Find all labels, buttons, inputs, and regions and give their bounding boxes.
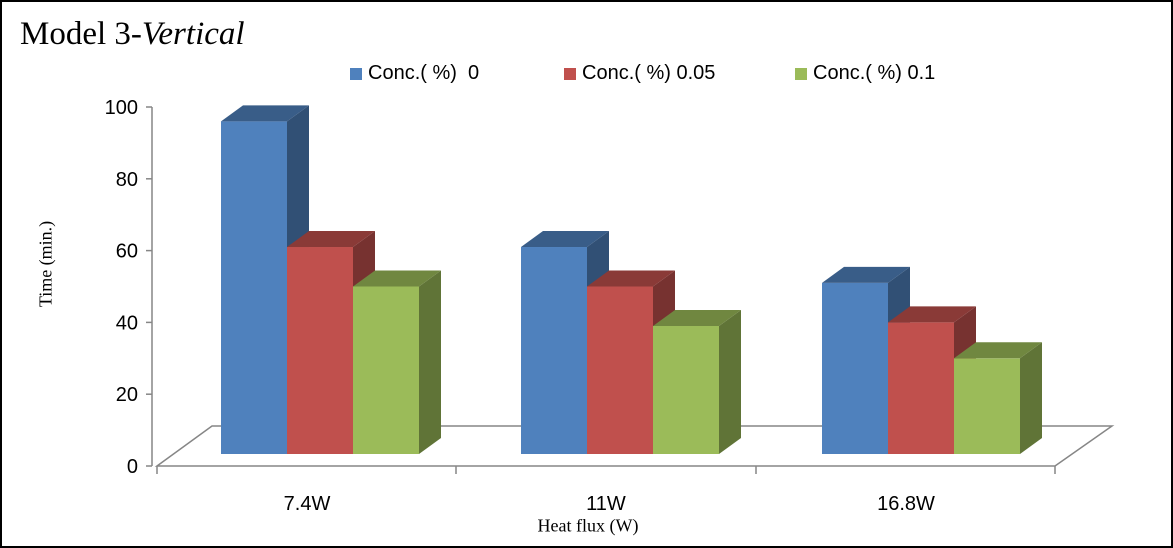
legend-swatch-conc-01 <box>795 67 807 80</box>
bar-top <box>822 266 910 283</box>
x-tick-label: 16.8W <box>877 493 935 515</box>
bar-front <box>221 121 287 455</box>
legend-item-conc-005: Conc.( %) 0.05 <box>564 62 715 85</box>
legend-item-conc-0: Conc.( %) 0 <box>350 62 479 85</box>
y-tick-label: 100 <box>105 97 138 119</box>
bar-top <box>888 306 976 323</box>
bar-side <box>719 309 741 454</box>
bar-top <box>221 105 309 122</box>
legend-label-conc-005: Conc.( %) 0.05 <box>582 62 716 84</box>
x-tick-label: 11W <box>586 493 626 515</box>
y-tick-label: 60 <box>116 241 138 263</box>
bar-front <box>888 322 954 454</box>
bar-front <box>587 286 653 454</box>
bar-front <box>287 247 353 454</box>
bar-top <box>954 342 1042 359</box>
bar-front <box>521 247 587 454</box>
bar-top <box>287 231 375 248</box>
bar-side <box>1020 342 1042 454</box>
legend-swatch-conc-0 <box>350 67 362 80</box>
bar-front <box>653 325 719 454</box>
bar-front <box>353 286 419 454</box>
chart-title: Model 3-Vertical <box>20 16 245 52</box>
legend-label-conc-0: Conc.( %) 0 <box>368 62 480 84</box>
y-tick-label: 20 <box>116 384 138 406</box>
x-tick-label: 7.4W <box>284 493 331 515</box>
bar-top <box>587 270 675 287</box>
y-tick-label: 40 <box>116 312 138 334</box>
bar-front <box>954 358 1020 454</box>
bar-top <box>521 231 609 248</box>
y-tick-label: 80 <box>116 169 138 191</box>
legend-label-conc-01: Conc.( %) 0.1 <box>813 62 936 84</box>
bar-top <box>353 270 441 287</box>
legend-swatch-conc-005 <box>564 67 576 80</box>
bar-side <box>419 270 441 454</box>
x-axis-label: Heat flux (W) <box>537 515 639 536</box>
bar-front <box>822 282 888 454</box>
bar-top <box>653 309 741 326</box>
y-tick-label: 0 <box>127 456 138 478</box>
legend-item-conc-01: Conc.( %) 0.1 <box>795 62 935 85</box>
